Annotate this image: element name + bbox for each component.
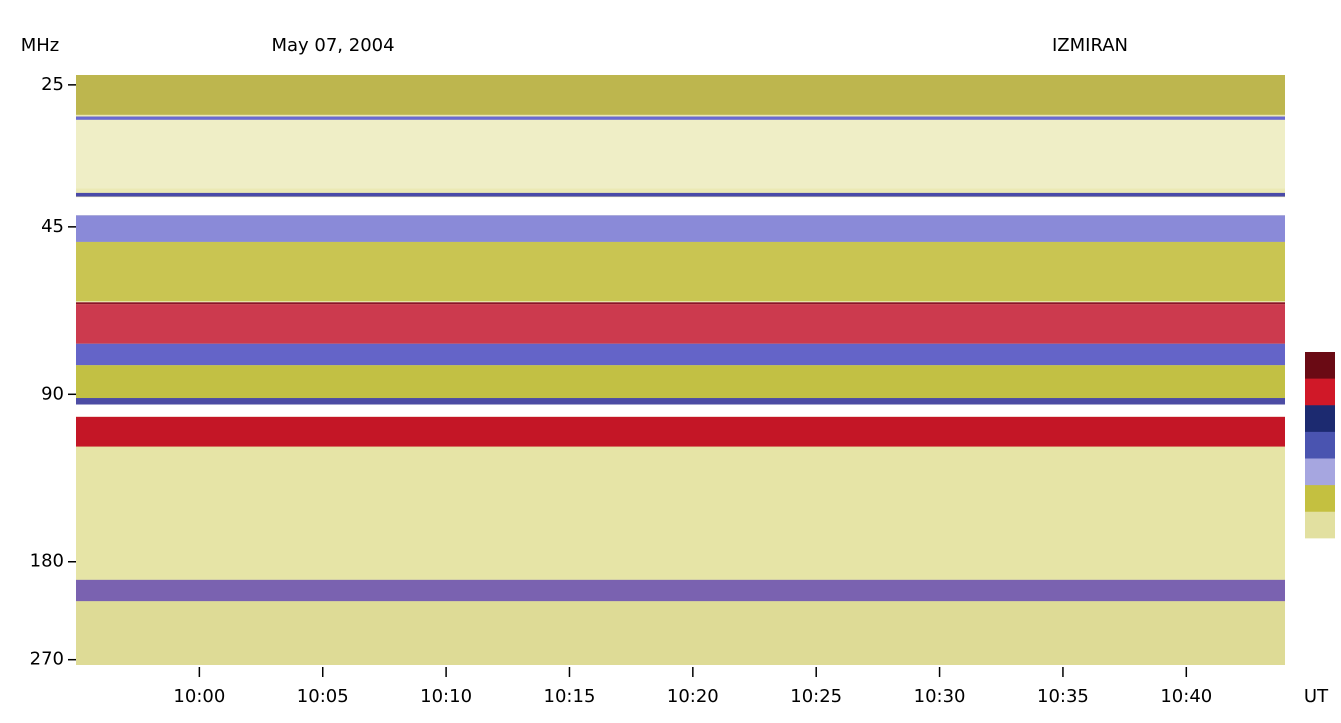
y-tick-label: 45 <box>41 216 64 237</box>
x-tick-label: 10:35 <box>1037 686 1089 707</box>
frequency-band <box>76 302 1285 305</box>
frequency-band <box>76 75 1285 115</box>
colorbar-swatch <box>1305 405 1335 433</box>
colorbar-swatch <box>1305 352 1335 380</box>
frequency-band <box>76 119 1285 189</box>
frequency-band <box>76 197 1285 216</box>
x-tick-label: 10:05 <box>297 686 349 707</box>
frequency-band <box>76 365 1285 399</box>
frequency-band <box>76 398 1285 405</box>
colorbar-swatch <box>1305 378 1335 406</box>
y-tick-label: 270 <box>30 649 64 670</box>
x-tick-label: 10:25 <box>790 686 842 707</box>
y-tick-label: 180 <box>30 551 64 572</box>
y-tick-label: 90 <box>41 383 64 404</box>
frequency-band <box>76 241 1285 302</box>
x-tick-label: 10:30 <box>914 686 966 707</box>
frequency-band <box>76 404 1285 417</box>
colorbar-swatch <box>1305 431 1335 459</box>
x-tick-label: 10:00 <box>173 686 225 707</box>
x-axis-label: UT <box>1304 686 1329 707</box>
x-tick-label: 10:10 <box>420 686 472 707</box>
y-axis-label: MHz <box>21 35 60 56</box>
station-label: IZMIRAN <box>1052 35 1128 56</box>
frequency-band <box>76 579 1285 602</box>
x-tick-label: 10:20 <box>667 686 719 707</box>
x-tick-label: 10:40 <box>1160 686 1212 707</box>
frequency-band <box>76 343 1285 366</box>
frequency-band <box>76 215 1285 242</box>
frequency-band <box>76 192 1285 197</box>
y-tick-label: 25 <box>41 74 64 95</box>
frequency-band <box>76 446 1285 580</box>
colorbar-swatch <box>1305 485 1335 513</box>
frequency-band <box>76 601 1285 665</box>
colorbar-swatch <box>1305 538 1335 566</box>
frequency-band <box>76 416 1285 447</box>
frequency-band <box>76 116 1285 120</box>
colorbar-swatch <box>1305 458 1335 486</box>
colorbar-swatch <box>1305 511 1335 539</box>
chart-title: May 07, 2004 <box>271 35 394 56</box>
x-tick-label: 10:15 <box>544 686 596 707</box>
frequency-band <box>76 304 1285 344</box>
